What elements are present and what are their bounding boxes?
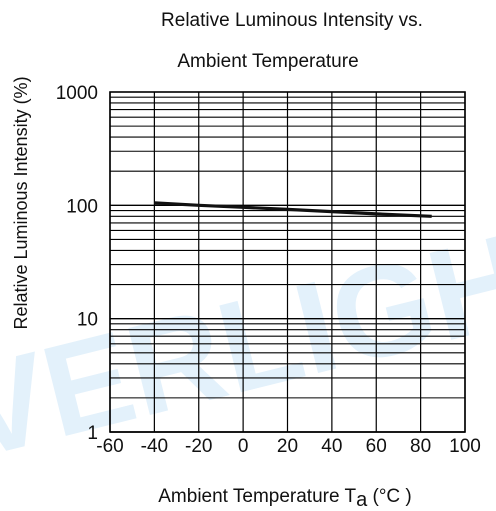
plot-grid (109, 92, 466, 433)
plot-area-border (109, 91, 466, 433)
x-tick-label-8: 100 (449, 436, 481, 457)
series-line-0 (154, 201, 432, 218)
y-axis-label: Relative Luminous Intensity (%) (11, 76, 31, 329)
y-tick-label-2: 100 (66, 196, 98, 217)
x-tick-label-0: -60 (96, 436, 123, 457)
x-tick-label-4: 20 (277, 436, 298, 457)
chart-title-line-2: Ambient Temperature (177, 51, 358, 72)
plot-frame (109, 91, 466, 433)
x-axis-label-subscript: a (356, 489, 368, 511)
x-tick-labels: -60 -40 -20 0 20 40 60 80 100 (96, 436, 481, 457)
y-tick-label-0: 1 (87, 423, 98, 444)
x-tick-label-1: -40 (141, 436, 168, 457)
y-tick-label-1: 10 (77, 310, 98, 331)
y-tick-label-3: 1000 (56, 83, 98, 104)
x-tick-label-7: 80 (410, 436, 431, 457)
x-tick-label-6: 60 (366, 436, 387, 457)
x-tick-label-5: 40 (321, 436, 342, 457)
x-tick-label-3: 0 (238, 436, 249, 457)
y-tick-labels: 1 10 100 1000 (56, 83, 98, 444)
series-layer (154, 201, 432, 218)
x-tick-label-2: -20 (185, 436, 212, 457)
x-axis-label-unit: (°C ) (367, 486, 412, 507)
x-axis-label: Ambient Temperature Ta (°C ) (158, 486, 412, 511)
watermark: EVERLIGHT (0, 186, 496, 508)
chart-title-line-1: Relative Luminous Intensity vs. (161, 10, 423, 31)
x-axis-label-main: Ambient Temperature T (158, 486, 356, 507)
